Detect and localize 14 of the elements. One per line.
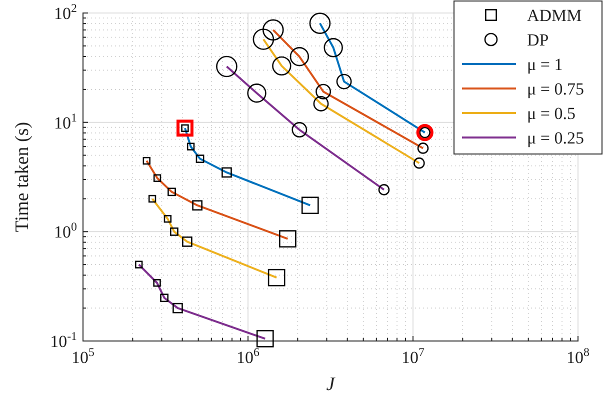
legend-label: μ = 1 bbox=[527, 55, 563, 74]
legend-label: μ = 0.5 bbox=[527, 104, 576, 123]
y-tick-label: 10$^{2}$ bbox=[54, 1, 78, 23]
x-tick-label: 10$^{8}$ bbox=[566, 345, 590, 367]
y-tick-label: 10$^{1}$ bbox=[54, 110, 78, 132]
y-axis-title: Time taken (s) bbox=[12, 122, 33, 232]
y-tick-label: 10$^{0}$ bbox=[54, 220, 78, 242]
x-axis-title: J bbox=[326, 374, 336, 395]
legend-label: DP bbox=[527, 30, 549, 50]
x-tick-label: 10$^{6}$ bbox=[236, 345, 260, 367]
legend-label: ADMM bbox=[527, 6, 582, 25]
legend-label: μ = 0.25 bbox=[527, 128, 584, 148]
x-tick-label: 10$^{7}$ bbox=[402, 345, 425, 367]
legend-label: μ = 0.75 bbox=[527, 80, 584, 98]
